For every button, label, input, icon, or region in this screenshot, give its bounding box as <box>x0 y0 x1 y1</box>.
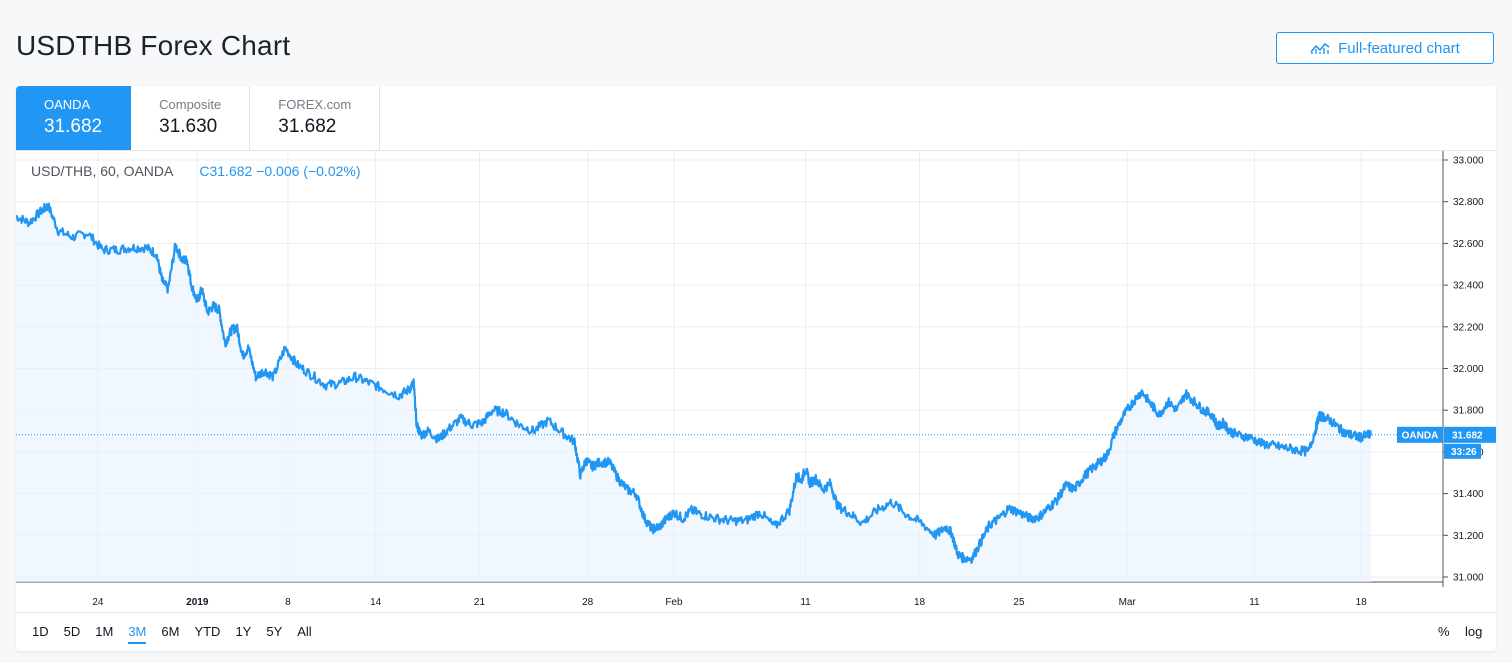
range-1d[interactable]: 1D <box>32 624 49 639</box>
range-5d[interactable]: 5D <box>63 624 81 639</box>
x-tick-label: 11 <box>800 597 811 608</box>
last-price-label: 31.682 <box>1452 430 1483 441</box>
tab-value: 31.630 <box>159 116 218 137</box>
x-tick-label: 28 <box>582 597 594 608</box>
range-3m[interactable]: 3M <box>128 624 147 644</box>
price-series-line <box>16 202 1373 564</box>
x-tick-label: 2019 <box>186 597 209 608</box>
tab-oanda[interactable]: OANDA 31.682 <box>16 86 132 150</box>
legend-change: −0.006 (−0.02%) <box>256 163 361 179</box>
range-ytd[interactable]: YTD <box>194 624 221 639</box>
area-fill <box>16 203 1372 582</box>
y-tick-label: 32.000 <box>1453 364 1484 375</box>
y-tick-label: 31.800 <box>1453 406 1484 417</box>
footer-divider <box>16 612 1496 613</box>
x-tick-label: 18 <box>914 597 926 608</box>
y-tick-label: 31.200 <box>1453 531 1484 542</box>
countdown-label: 33:26 <box>1451 447 1477 458</box>
tab-name: FOREX.com <box>278 97 352 112</box>
x-tick-label: 21 <box>474 597 486 608</box>
chart-icon <box>1310 41 1330 55</box>
percent-scale-button[interactable]: % <box>1438 624 1450 639</box>
tab-value: 31.682 <box>278 116 337 137</box>
page-title: USDTHB Forex Chart <box>16 30 291 61</box>
x-tick-label: Feb <box>665 597 683 608</box>
last-price-box <box>1444 426 1496 443</box>
tab-name: OANDA <box>44 97 91 112</box>
x-tick-label: 8 <box>285 597 291 608</box>
range-6m[interactable]: 6M <box>161 624 180 639</box>
y-tick-label: 32.800 <box>1453 197 1484 208</box>
y-tick-label: 31.000 <box>1453 573 1484 584</box>
y-tick-label: 32.200 <box>1453 322 1484 333</box>
range-selector: 1D 5D 1M 3M 6M YTD 1Y 5Y All <box>32 624 312 644</box>
y-tick-label: 31.400 <box>1453 489 1484 500</box>
price-chart[interactable]: 33.000 32.800 32.600 32.400 32.200 32.000 31.8… <box>16 86 1496 612</box>
tabs-divider <box>16 150 1496 151</box>
chart-legend: USD/THB, 60, OANDA C31.682 −0.006 (−0.02%… <box>31 163 361 179</box>
source-label: OANDA <box>1402 430 1439 441</box>
countdown-box <box>1444 443 1481 459</box>
tab-name: Composite <box>159 97 222 112</box>
x-tick-label: Mar <box>1119 597 1137 608</box>
x-tick-label: 24 <box>92 597 104 608</box>
y-tick-label: 33.000 <box>1453 156 1484 167</box>
exchange-tabs: OANDA 31.682 Composite 31.630 FOREX.com … <box>16 86 381 150</box>
full-featured-chart-button[interactable]: Full-featured chart <box>1276 32 1494 64</box>
y-tick-label: 32.600 <box>1453 239 1484 250</box>
source-label-box <box>1397 426 1443 443</box>
chart-card: OANDA 31.682 Composite 31.630 FOREX.com … <box>16 86 1496 651</box>
log-scale-button[interactable]: log <box>1465 624 1483 639</box>
range-all[interactable]: All <box>297 624 312 639</box>
tab-composite[interactable]: Composite 31.630 <box>131 86 251 150</box>
legend-close: C31.682 <box>199 163 253 179</box>
full-featured-chart-label: Full-featured chart <box>1338 39 1460 57</box>
x-tick-label: 11 <box>1249 597 1260 608</box>
legend-symbol: USD/THB, 60, OANDA <box>31 163 174 179</box>
tab-value: 31.682 <box>44 116 103 137</box>
x-tick-label: 25 <box>1013 597 1025 608</box>
x-tick-label: 18 <box>1356 597 1368 608</box>
tab-forex-com[interactable]: FOREX.com 31.682 <box>250 86 381 150</box>
x-tick-label: 14 <box>370 597 382 608</box>
range-5y[interactable]: 5Y <box>266 624 283 639</box>
range-1y[interactable]: 1Y <box>235 624 252 639</box>
range-1m[interactable]: 1M <box>95 624 114 639</box>
y-tick-label: 32.400 <box>1453 281 1484 292</box>
